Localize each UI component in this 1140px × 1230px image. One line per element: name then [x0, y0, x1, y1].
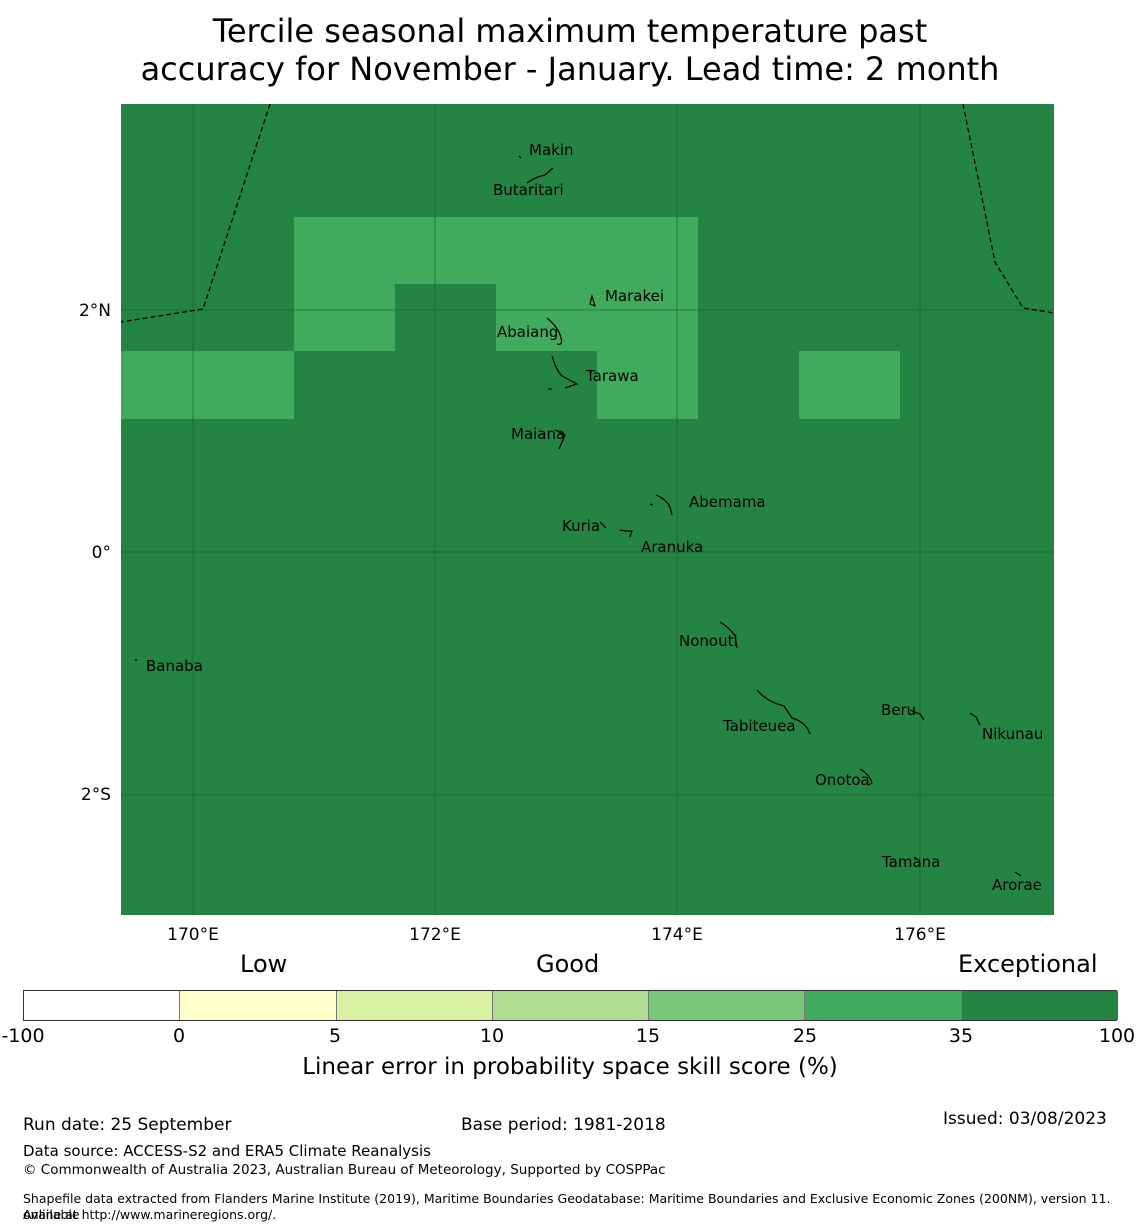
colorbar-swatch [961, 991, 1118, 1020]
skill-cells-very-good [121, 217, 900, 419]
legend-category-exceptional: Exceptional [958, 950, 1098, 978]
place-label-abaiang: Abaiang [497, 323, 558, 341]
colorbar-swatch [649, 991, 806, 1020]
colorbar [23, 990, 1118, 1021]
place-label-kuria: Kuria [562, 517, 600, 535]
base-period: Base period: 1981-2018 [461, 1115, 666, 1135]
run-date: Run date: 25 September [23, 1115, 232, 1135]
lat-label-0: 0° [92, 543, 111, 563]
colorbar-label: Linear error in probability space skill … [302, 1054, 838, 1080]
colorbar-swatch [336, 991, 493, 1020]
title-line-1: Tercile seasonal maximum temperature pas… [212, 12, 928, 50]
gridlines [121, 104, 1054, 915]
place-label-beru: Beru [881, 701, 916, 719]
place-label-nonouti: Nonouti [679, 632, 738, 650]
colorbar-tick: 10 [479, 1025, 505, 1047]
colorbar-swatch [805, 991, 962, 1020]
copyright: © Commonwealth of Australia 2023, Austra… [23, 1162, 666, 1178]
legend-category-good: Good [536, 950, 600, 978]
place-label-marakei: Marakei [605, 287, 664, 305]
issued-date: Issued: 03/08/2023 [943, 1109, 1107, 1129]
place-label-makin: Makin [529, 141, 574, 159]
colorbar-swatch [24, 991, 181, 1020]
data-source: Data source: ACCESS-S2 and ERA5 Climate … [23, 1142, 431, 1160]
colorbar-tick: -100 [1, 1025, 45, 1047]
island-outlines [135, 155, 1022, 877]
eez-boundary [120, 103, 1055, 323]
lat-label-2s: 2°S [81, 785, 111, 805]
shapefile-credit-line-1: Shapefile data extracted from Flanders M… [23, 1191, 1111, 1222]
place-label-tamana: Tamana [881, 853, 940, 871]
colorbar-tick: 100 [1098, 1025, 1136, 1047]
place-label-tarawa: Tarawa [585, 367, 639, 385]
place-label-abemama: Abemama [689, 493, 766, 511]
title-line-2: accuracy for November - January. Lead ti… [140, 50, 1000, 88]
lon-label-172e: 172°E [409, 925, 461, 945]
colorbar-tick: 0 [172, 1025, 186, 1047]
colorbar-swatch [180, 991, 337, 1020]
lon-label-176e: 176°E [894, 925, 946, 945]
place-label-aranuka: Aranuka [641, 538, 703, 556]
place-label-onotoa: Onotoa [815, 771, 870, 789]
place-label-nikunau: Nikunau [982, 725, 1043, 743]
colorbar-tick: 15 [635, 1025, 661, 1047]
place-label-tabiteuea: Tabiteuea [722, 717, 796, 735]
shapefile-credit-line-2: online at http://www.marineregions.org/. [23, 1207, 277, 1222]
colorbar-swatch [492, 991, 650, 1020]
colorbar-tick: 5 [328, 1025, 342, 1047]
lat-label-2n: 2°N [79, 301, 111, 321]
lon-label-174e: 174°E [651, 925, 703, 945]
colorbar-tick: 25 [792, 1025, 818, 1047]
place-label-banaba: Banaba [146, 657, 203, 675]
lon-label-170e: 170°E [167, 925, 219, 945]
colorbar-tick: 35 [948, 1025, 974, 1047]
place-label-arorae: Arorae [992, 876, 1042, 894]
place-label-butaritari: Butaritari [493, 181, 564, 199]
place-label-maiana: Maiana [511, 425, 565, 443]
legend-category-low: Low [240, 950, 288, 978]
